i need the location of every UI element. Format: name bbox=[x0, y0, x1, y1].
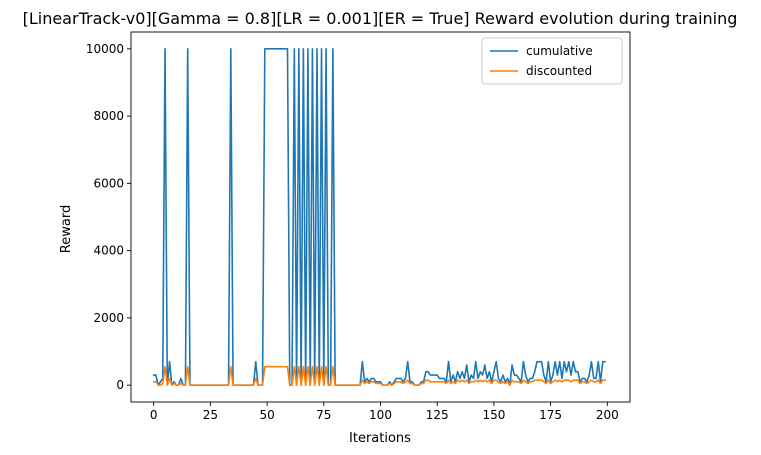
legend-box bbox=[481, 37, 623, 85]
y-tick-label: 10000 bbox=[86, 42, 124, 56]
x-tick-label: 125 bbox=[426, 408, 449, 422]
x-tick-label: 150 bbox=[482, 408, 505, 422]
x-axis-label: Iterations bbox=[349, 431, 411, 446]
x-tick-label: 175 bbox=[539, 408, 562, 422]
x-tick-label: 100 bbox=[369, 408, 392, 422]
y-tick-label: 2000 bbox=[93, 311, 124, 325]
y-axis-label: Reward bbox=[59, 205, 74, 253]
legend-label-cumulative: cumulative bbox=[526, 44, 593, 58]
x-tick-label: 0 bbox=[150, 408, 158, 422]
y-tick-label: 6000 bbox=[93, 176, 124, 190]
x-tick-label: 25 bbox=[203, 408, 218, 422]
x-tick-label: 200 bbox=[596, 408, 619, 422]
chart-title: [LinearTrack-v0][Gamma = 0.8][LR = 0.001… bbox=[23, 9, 738, 28]
legend: cumulative discounted bbox=[481, 37, 623, 85]
y-tick-label: 4000 bbox=[93, 244, 124, 258]
x-tick-label: 50 bbox=[259, 408, 274, 422]
series-line-discounted bbox=[152, 365, 606, 386]
legend-label-discounted: discounted bbox=[526, 64, 592, 78]
y-tick-label: 8000 bbox=[93, 109, 124, 123]
x-tick-label: 75 bbox=[316, 408, 331, 422]
series-line-cumulative bbox=[152, 48, 606, 386]
plot-area: 0 25 50 75 100 125 150 175 200020004000600080001… bbox=[86, 31, 631, 422]
y-tick-label: 0 bbox=[116, 378, 124, 392]
